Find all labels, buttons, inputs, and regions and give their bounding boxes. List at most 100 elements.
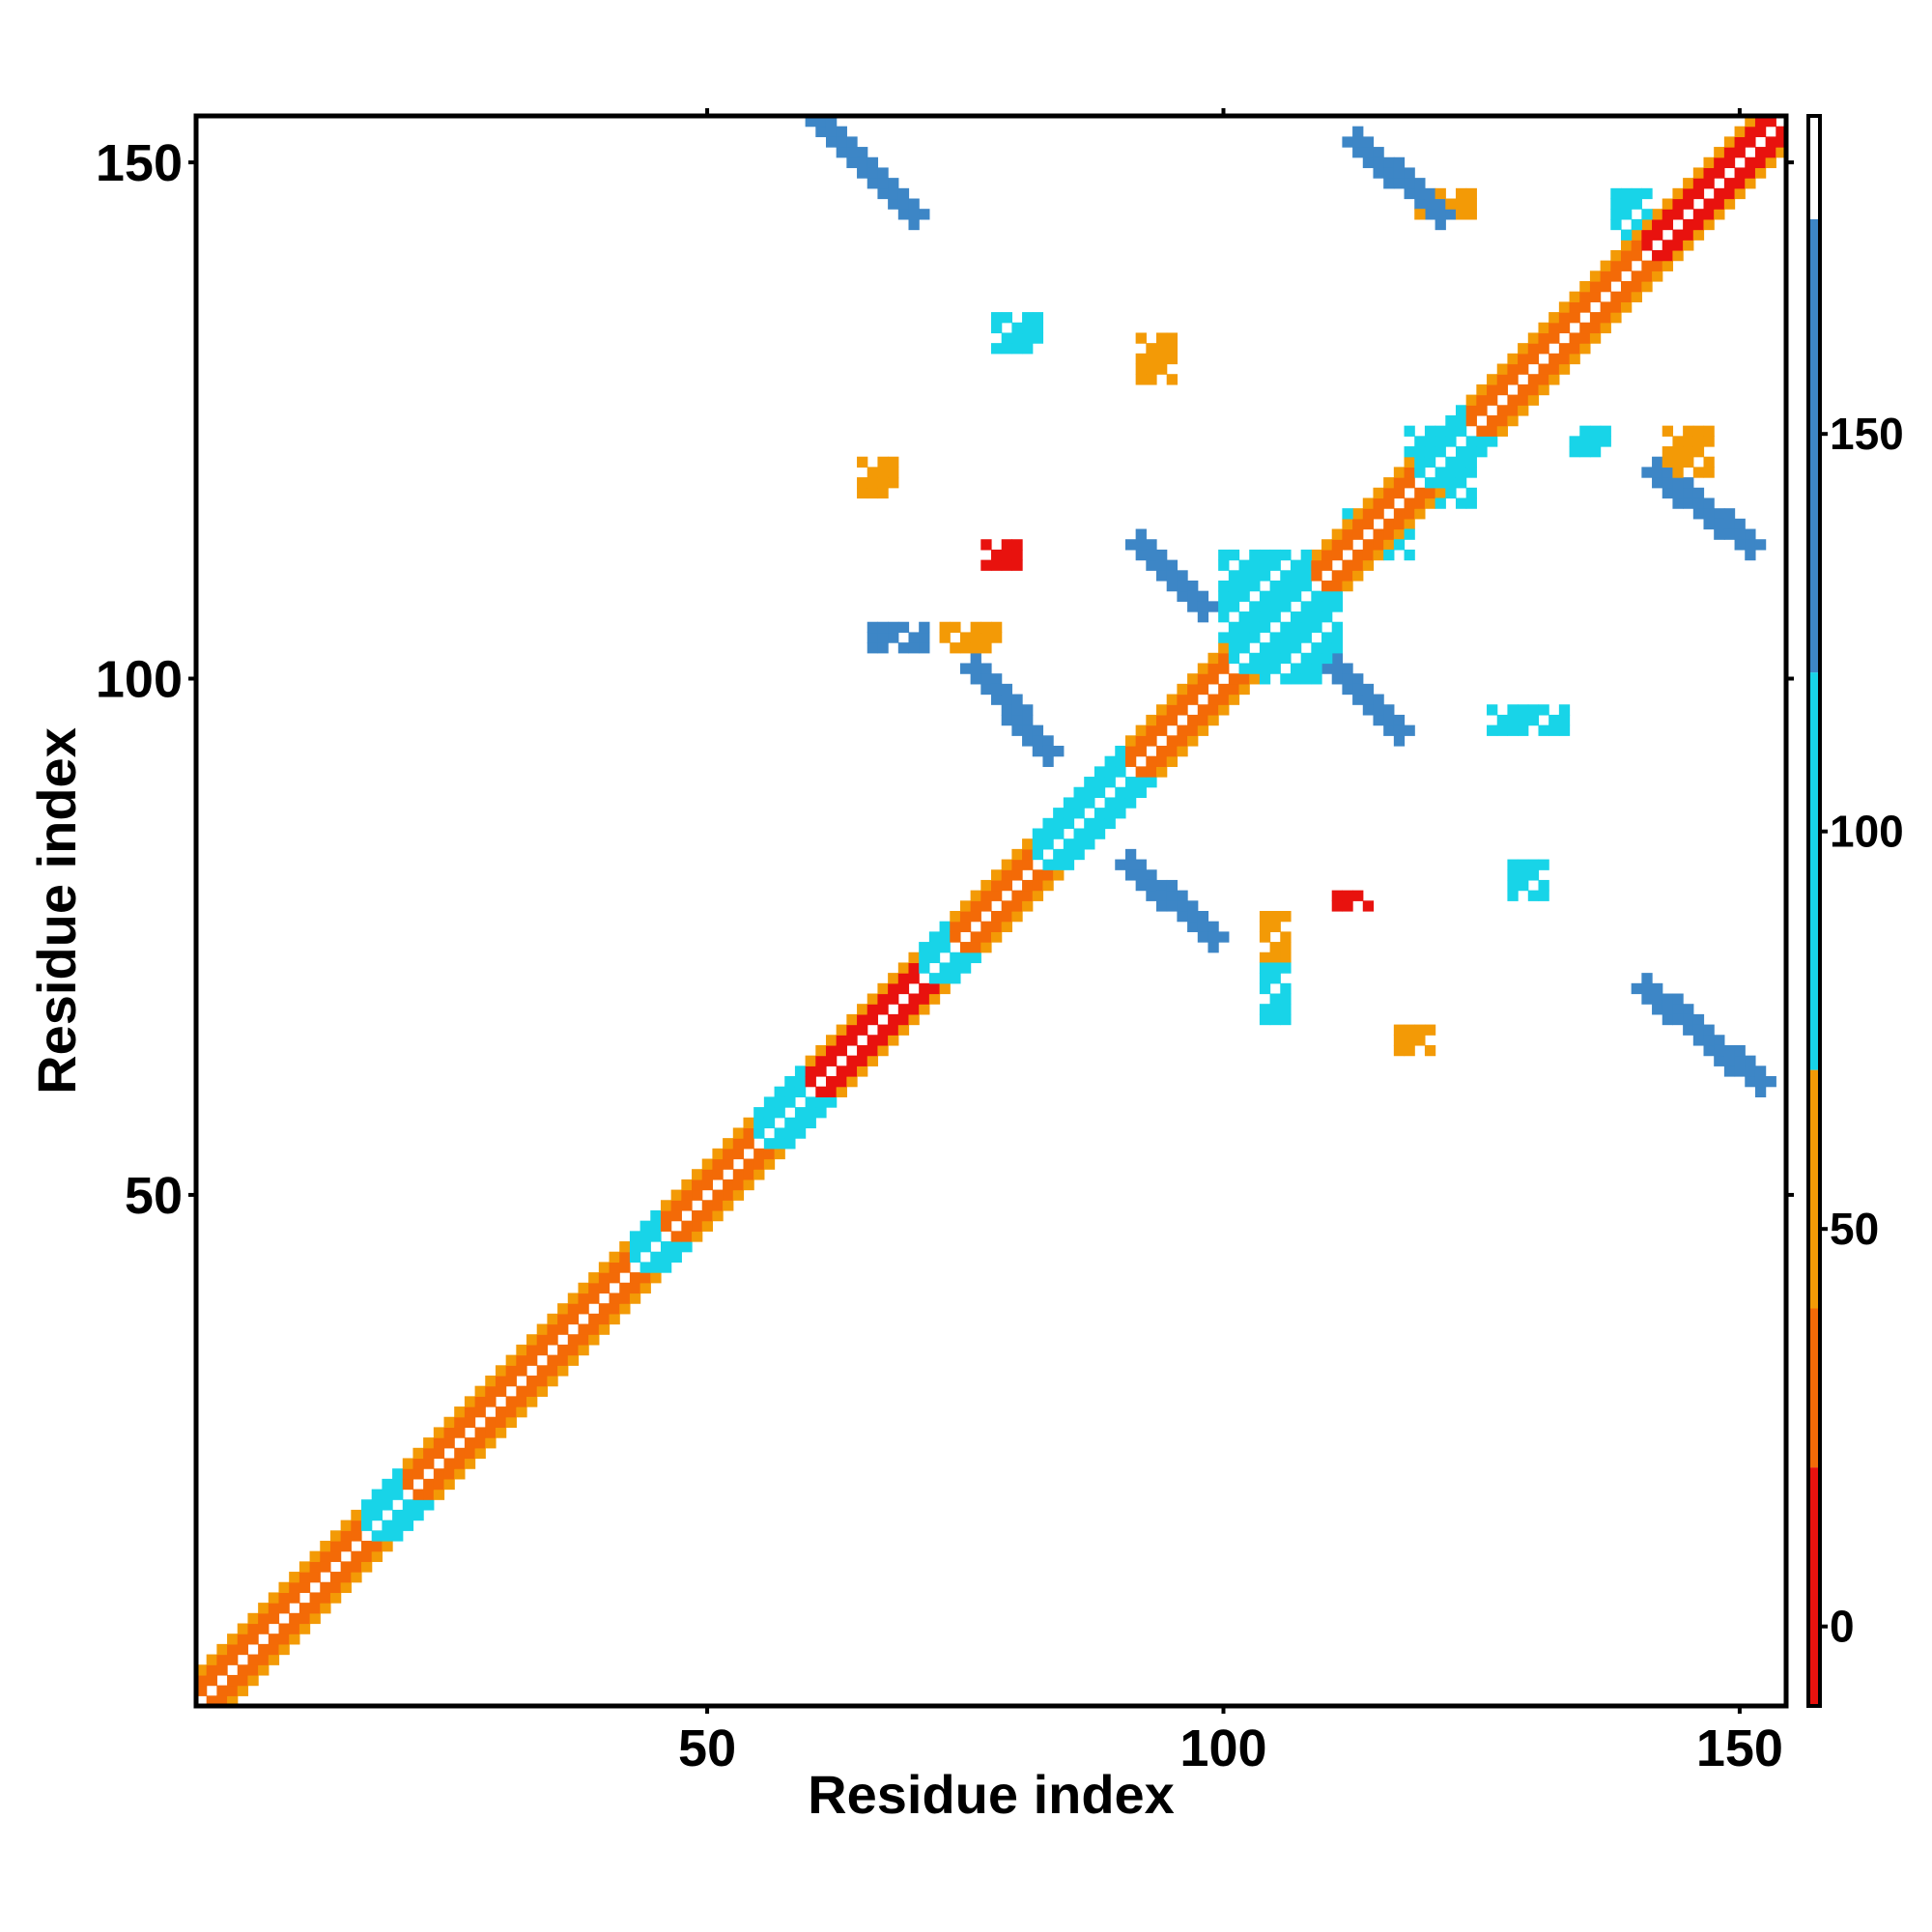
heatmap-cell (1703, 467, 1715, 478)
heatmap-cell (805, 1096, 816, 1108)
heatmap-cell (247, 1634, 259, 1645)
heatmap-cell (1558, 724, 1571, 736)
heatmap-cell (1342, 580, 1353, 592)
heatmap-cell (1383, 156, 1395, 169)
heatmap-cell (1641, 209, 1653, 220)
heatmap-cell (1115, 797, 1126, 809)
heatmap-cell (1104, 777, 1116, 788)
heatmap-cell (639, 1262, 651, 1273)
heatmap-cell (991, 549, 1003, 561)
heatmap-cell (1414, 446, 1426, 458)
heatmap-cell (1692, 467, 1705, 478)
heatmap-cell (278, 1581, 290, 1594)
heatmap-cell (1269, 601, 1281, 612)
heatmap-cell (991, 879, 1003, 892)
heatmap-cell (196, 1664, 208, 1676)
heatmap-cell (1124, 859, 1137, 870)
heatmap-cell (1404, 1035, 1415, 1046)
heatmap-cell (1259, 663, 1271, 674)
heatmap-cell (670, 1241, 682, 1253)
heatmap-cell (1269, 590, 1281, 602)
heatmap-cell (1321, 611, 1333, 623)
heatmap-cell (959, 642, 972, 654)
heatmap-cell (650, 1220, 662, 1232)
heatmap-cell (1435, 436, 1446, 447)
heatmap-cell (1548, 332, 1560, 344)
heatmap-cell (712, 1189, 724, 1201)
heatmap-cell (1280, 601, 1292, 612)
heatmap-cell (846, 1024, 858, 1036)
heatmap-cell (526, 1344, 538, 1356)
heatmap-cell (877, 982, 889, 995)
heatmap-cell (857, 477, 868, 489)
heatmap-cell (1692, 178, 1705, 189)
heatmap-cell (278, 1634, 290, 1645)
heatmap-cell (1269, 663, 1281, 674)
heatmap-cell (1280, 570, 1292, 582)
heatmap-cell (1249, 621, 1261, 634)
heatmap-cell (1124, 848, 1137, 861)
heatmap-cell (1259, 601, 1271, 612)
heatmap-cell (588, 1282, 600, 1294)
heatmap-cell (1652, 467, 1663, 478)
heatmap-cell (237, 1664, 249, 1676)
heatmap-cell (1156, 714, 1168, 726)
heatmap-cell (1124, 786, 1137, 799)
heatmap-cell (857, 147, 868, 158)
heatmap-cell (1610, 218, 1622, 231)
heatmap-cell (329, 1540, 342, 1552)
heatmap-cell (443, 1416, 455, 1429)
heatmap-cell (1011, 848, 1023, 861)
heatmap-cell (1672, 229, 1684, 241)
heatmap-cell (361, 1550, 373, 1562)
heatmap-cell (1238, 683, 1250, 696)
heatmap-cell (650, 1272, 662, 1284)
heatmap-cell (950, 952, 961, 964)
heatmap-cell (908, 973, 920, 984)
heatmap-cell (1259, 982, 1271, 995)
heatmap-cell (557, 1344, 569, 1356)
heatmap-cell (1641, 229, 1653, 241)
heatmap-cell (588, 1334, 600, 1346)
heatmap-cell (412, 1447, 424, 1460)
heatmap-cell (1672, 477, 1684, 489)
heatmap-cell (1032, 848, 1044, 861)
heatmap-cell (1641, 187, 1653, 200)
heatmap-cell (1620, 301, 1633, 313)
heatmap-cell (1146, 890, 1157, 901)
heatmap-cell (692, 1231, 703, 1242)
heatmap-cell (1042, 869, 1054, 881)
heatmap-cell (1362, 559, 1375, 571)
heatmap-cell (1208, 673, 1219, 685)
heatmap-cell (1393, 487, 1406, 499)
heatmap-cell (1218, 632, 1230, 643)
heatmap-cell (320, 1540, 331, 1552)
heatmap-cell (1042, 745, 1054, 757)
heatmap-cell (1249, 549, 1261, 561)
heatmap-cell (1435, 487, 1446, 499)
heatmap-cell (1259, 1013, 1271, 1026)
heatmap-cell (268, 1634, 280, 1645)
heatmap-cell (867, 1044, 879, 1057)
heatmap-cell (1692, 446, 1705, 458)
heatmap-cell (1269, 1004, 1281, 1015)
heatmap-cell (619, 1262, 631, 1273)
heatmap-cell (1518, 724, 1529, 736)
heatmap-cell (1714, 528, 1725, 540)
heatmap-cell (1600, 436, 1611, 447)
heatmap-cell (1259, 973, 1271, 984)
heatmap-cell (505, 1354, 517, 1366)
heatmap-cell (1187, 601, 1199, 612)
heatmap-cell (1208, 694, 1219, 705)
heatmap-cell (433, 1468, 445, 1480)
heatmap-cell (1745, 126, 1756, 137)
heatmap-cell (1269, 962, 1281, 974)
heatmap-cell (1094, 828, 1106, 839)
heatmap-cell (1321, 601, 1333, 612)
heatmap-cell (1414, 436, 1426, 447)
heatmap-cell (897, 209, 910, 220)
heatmap-cell (567, 1344, 580, 1356)
heatmap-cell (1218, 704, 1230, 716)
heatmap-cell (846, 1076, 858, 1088)
heatmap-cell (639, 1231, 651, 1242)
